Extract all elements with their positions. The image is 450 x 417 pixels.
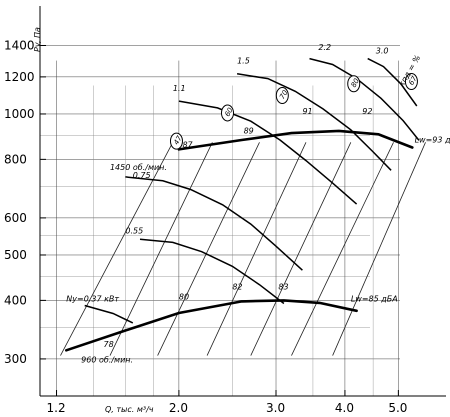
power-curve <box>178 100 358 205</box>
x-tick-label: 4.0 <box>335 401 354 415</box>
y-tick-label: 400 <box>4 293 27 307</box>
y-tick-label: 600 <box>4 211 27 225</box>
performance-curves <box>65 57 420 352</box>
x-tick-label: 2.0 <box>169 401 188 415</box>
power-curve <box>367 57 418 107</box>
y-tick-label: 1000 <box>4 107 35 121</box>
curve-label: Ny=0.37 кВт <box>66 294 119 303</box>
grid <box>40 45 400 396</box>
efficiency-ray <box>60 142 174 356</box>
speed-curve <box>65 299 358 352</box>
efficiency-lines <box>60 142 426 356</box>
power-curve <box>236 73 392 171</box>
y-tick-label: 300 <box>4 352 27 366</box>
curve-label: 2.2 <box>318 43 331 52</box>
efficiency-ray <box>332 142 426 356</box>
y-tick-label: 1200 <box>4 70 35 84</box>
x-tick-label: 1.2 <box>47 401 66 415</box>
efficiency-value-label: 87 <box>182 141 193 150</box>
efficiency-circle <box>347 75 361 93</box>
power-curve <box>309 57 420 141</box>
x-tick-label: 3.0 <box>266 401 285 415</box>
efficiency-circle <box>220 104 234 122</box>
efficiency-value-label: 91 <box>302 107 312 116</box>
curve-label: 1450 об./мин. <box>110 163 167 172</box>
efficiency-circle-label: 60 <box>223 106 235 118</box>
efficiency-value-label: 82 <box>232 282 242 291</box>
noise-label: Lw=93 дБА <box>415 135 450 144</box>
efficiency-circle-label: 67 <box>407 74 419 86</box>
curve-label: 960 об./мин. <box>81 355 133 364</box>
efficiency-value-label: 83 <box>278 282 288 291</box>
curve-labels: 1450 об./мин. 960 об./мин. 0.75 0.55 Ny=0.37… <box>66 43 450 364</box>
power-curve <box>139 238 285 305</box>
efficiency-value-label: 92 <box>362 107 372 116</box>
efficiency-value-label: 78 <box>104 340 114 349</box>
efficiency-circle-label: 70 <box>278 88 290 100</box>
y-axis-label: Pv, Па <box>33 27 42 52</box>
noise-label: Lw=85 дБА <box>351 294 398 303</box>
axes: 300 400 500 600 800 1000 1200 1400 1.2 2.0 3.0 4.0 5… <box>4 6 446 415</box>
efficiency-ray <box>291 142 394 356</box>
y-tick-label: 500 <box>4 248 27 262</box>
efficiency-ray <box>250 142 352 356</box>
efficiency-circle <box>169 132 183 150</box>
curve-label: 3.0 <box>376 47 389 56</box>
y-tick-label: 1400 <box>4 39 35 53</box>
efficiency-circle-label: 47 <box>172 134 184 146</box>
y-tick-label: 800 <box>4 152 27 166</box>
curve-label: 1.5 <box>237 56 250 65</box>
curve-label: 0.75 <box>133 171 151 180</box>
x-tick-label: 5.0 <box>388 401 407 415</box>
speed-curve <box>177 129 414 151</box>
x-axis-label: Q, тыс. м³/ч <box>105 405 154 414</box>
power-curve <box>125 176 303 271</box>
curve-label: 1.1 <box>173 84 186 93</box>
efficiency-value-label: 80 <box>179 292 189 301</box>
efficiency-circle <box>404 72 418 90</box>
power-curve <box>84 304 134 324</box>
curve-label: 0.55 <box>125 227 143 236</box>
efficiency-circle <box>275 86 289 104</box>
efficiency-value-label: 89 <box>244 127 254 136</box>
efficiency-ray <box>206 142 307 356</box>
efficiency-ray <box>157 142 260 356</box>
efficiency-circle-label: 80 <box>350 77 362 89</box>
